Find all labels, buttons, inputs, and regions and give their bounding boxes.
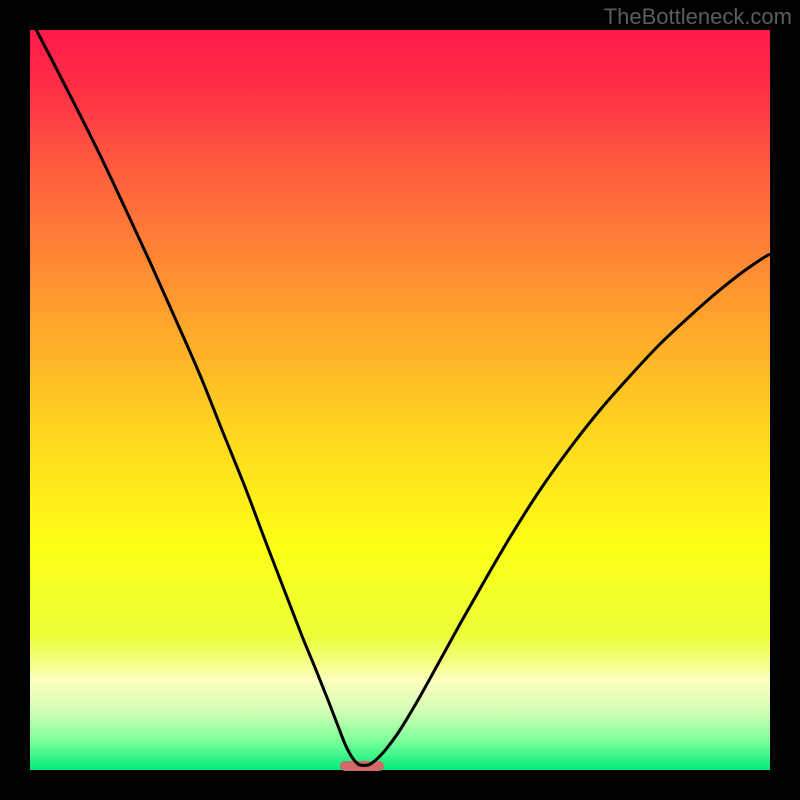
watermark-text: TheBottleneck.com	[604, 4, 792, 30]
bottleneck-chart-svg	[0, 0, 800, 800]
chart-container: TheBottleneck.com	[0, 0, 800, 800]
plot-area-rect	[30, 30, 770, 770]
